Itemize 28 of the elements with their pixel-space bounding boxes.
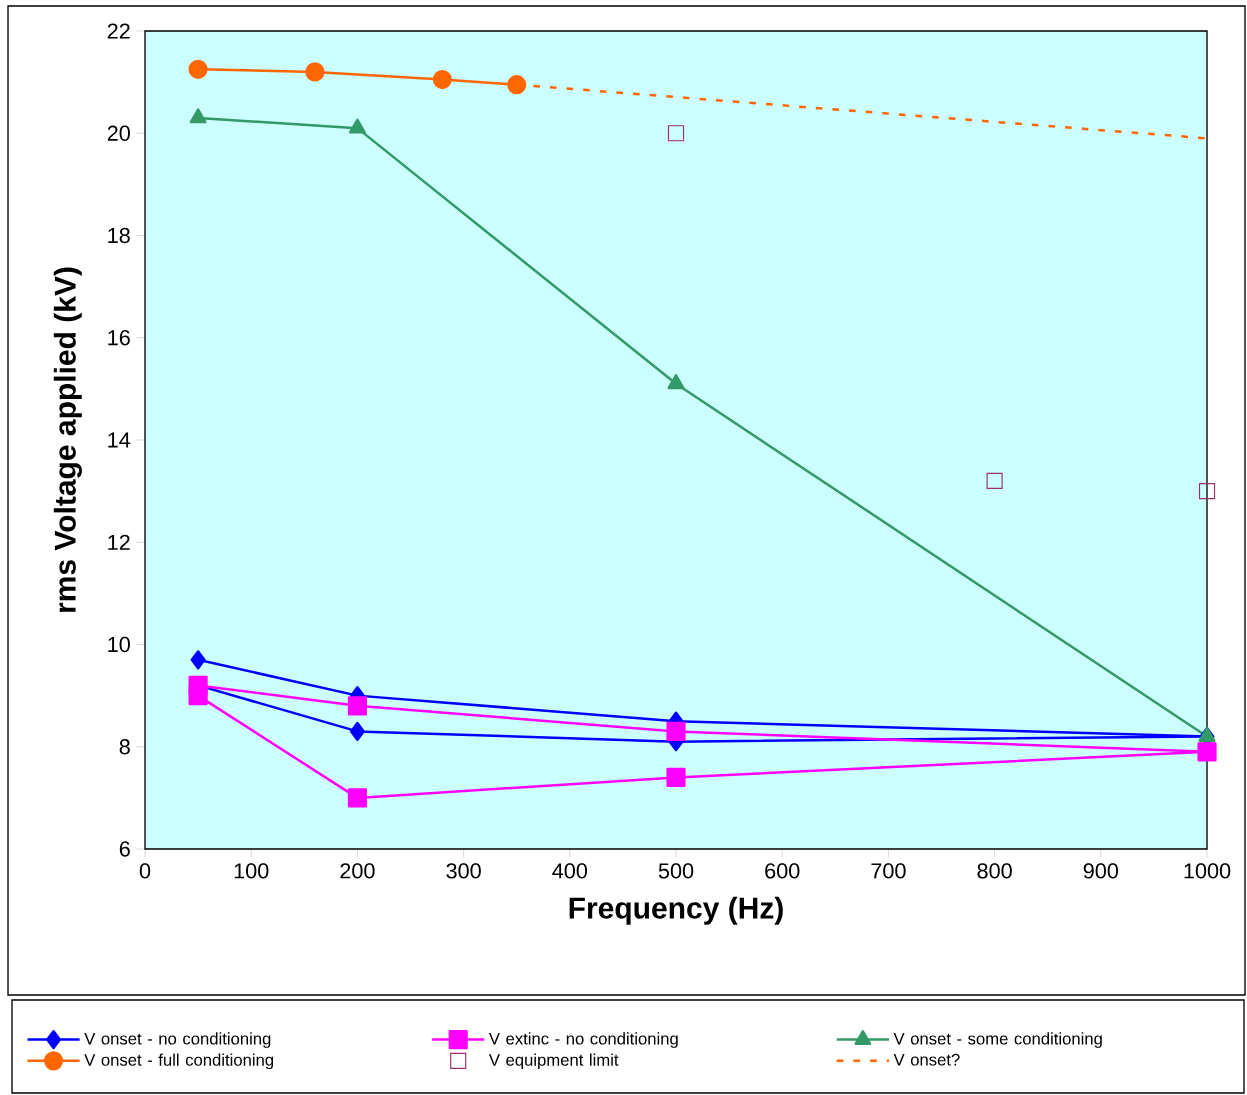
x-tick-label: 400 (552, 863, 588, 879)
legend-label: V onset - full conditioning (84, 1053, 274, 1070)
y-tick-label: 20 (107, 125, 130, 141)
legend-label: V equipment limit (488, 1053, 619, 1070)
x-tick-label: 700 (871, 863, 906, 879)
x-tick-label: 600 (765, 863, 800, 879)
x-tick-label: 200 (340, 863, 375, 879)
x-tick-label: 1000 (1184, 863, 1231, 879)
y-tick-label: 8 (119, 739, 130, 755)
y-tick-label: 12 (108, 534, 130, 550)
y-tick-label: 10 (108, 636, 130, 653)
x-tick-label: 0 (139, 863, 151, 879)
y-tick-label: 6 (119, 841, 130, 857)
x-tick-label: 100 (234, 863, 269, 879)
x-tick-label: 900 (1083, 863, 1119, 879)
y-tick-label: 22 (107, 23, 130, 39)
legend-label: V onset - no conditioning (84, 1032, 271, 1048)
y-tick-label: 16 (108, 330, 130, 346)
y-axis-title: rms Voltage applied (kV) (53, 267, 82, 612)
legend-label: V onset? (893, 1053, 960, 1066)
legend-label: V onset - some conditioning (893, 1032, 1102, 1048)
y-tick-label: 18 (108, 227, 130, 244)
y-tick-label: 14 (108, 432, 131, 448)
x-tick-label: 800 (977, 863, 1012, 879)
x-tick-label: 300 (446, 863, 481, 879)
legend-label: V extinc - no conditioning (488, 1032, 678, 1048)
x-axis-title: Frequency (Hz) (569, 896, 783, 925)
x-tick-label: 500 (658, 863, 694, 879)
